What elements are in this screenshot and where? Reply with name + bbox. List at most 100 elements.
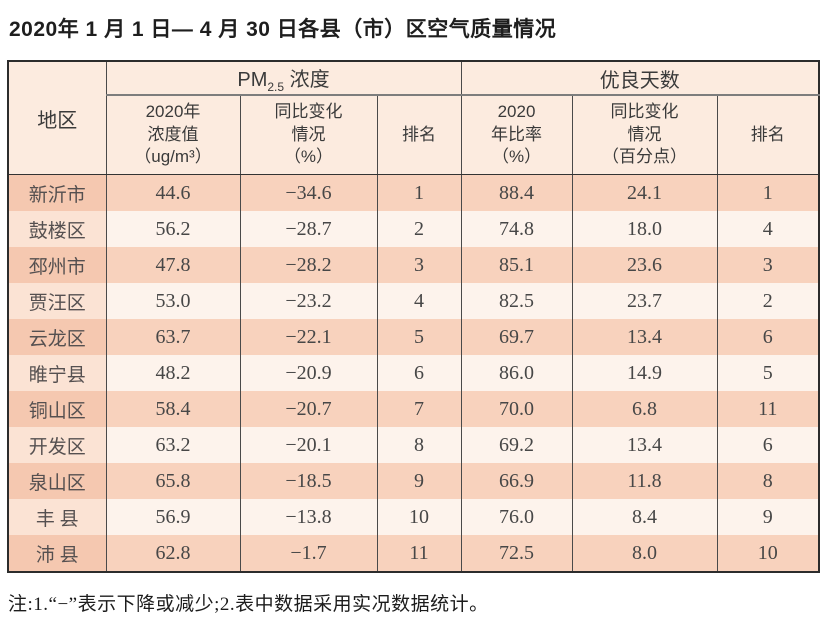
region-cell: 沛 县	[7, 535, 107, 572]
col-header-region: 地区	[7, 61, 107, 175]
col-header-good-rate: 2020 年比率 （%）	[460, 95, 573, 175]
header-sub-row: 2020年 浓度值 （ug/m³） 同比变化 情况 （%） 排名 2020 年比…	[8, 95, 820, 175]
pm25-change-cell: −20.9	[239, 355, 378, 391]
table-row: 云龙区 63.7 −22.1 5 69.7 13.4 6	[7, 319, 820, 355]
footnote: 注:1.“−”表示下降或减少;2.表中数据采用实况数据统计。	[8, 594, 489, 615]
pm25-change-cell: −20.7	[239, 391, 378, 427]
pm25-rank-cell: 4	[376, 283, 462, 319]
pm25-value-cell: 58.4	[105, 391, 241, 427]
pm25-rank-cell: 8	[376, 427, 462, 463]
air-quality-table: 地区 PM2.5 浓度 优良天数 2020年 浓度值 （ug/m³） 同比变化 …	[7, 60, 821, 573]
pm25-value-cell: 56.2	[105, 211, 241, 247]
good-rank-cell: 6	[716, 427, 820, 463]
region-cell: 新沂市	[7, 174, 107, 211]
table-row: 丰 县 56.9 −13.8 10 76.0 8.4 9	[7, 499, 820, 535]
table-row: 鼓楼区 56.2 −28.7 2 74.8 18.0 4	[7, 211, 820, 247]
pm25-rank-cell: 2	[376, 211, 462, 247]
region-cell: 云龙区	[7, 319, 107, 355]
region-cell: 铜山区	[7, 391, 107, 427]
pm25-change-cell: −22.1	[239, 319, 378, 355]
region-cell: 邳州市	[7, 247, 107, 283]
good-change-cell: 18.0	[571, 211, 718, 247]
col-header-good-change: 同比变化 情况 （百分点）	[571, 95, 718, 175]
good-rank-cell: 11	[716, 391, 820, 427]
pm25-rank-cell: 5	[376, 319, 462, 355]
pm25-change-cell: −18.5	[239, 463, 378, 499]
pm25-value-cell: 65.8	[105, 463, 241, 499]
table-row: 沛 县 62.8 −1.7 11 72.5 8.0 10	[7, 535, 820, 572]
good-change-cell: 6.8	[571, 391, 718, 427]
table-row: 贾汪区 53.0 −23.2 4 82.5 23.7 2	[7, 283, 820, 319]
good-change-cell: 23.6	[571, 247, 718, 283]
col-group-pm25: PM2.5 浓度	[105, 61, 462, 96]
col-header-good-rank: 排名	[716, 95, 820, 175]
pm25-change-cell: −23.2	[239, 283, 378, 319]
pm25-value-cell: 56.9	[105, 499, 241, 535]
col-header-pm25-rank: 排名	[376, 95, 462, 175]
good-rank-cell: 2	[716, 283, 820, 319]
pm25-value-cell: 47.8	[105, 247, 241, 283]
pm25-value-cell: 63.2	[105, 427, 241, 463]
pm25-change-cell: −28.7	[239, 211, 378, 247]
pm25-change-cell: −34.6	[239, 174, 378, 211]
pm25-rank-cell: 11	[376, 535, 462, 572]
pm25-change-cell: −13.8	[239, 499, 378, 535]
good-change-cell: 8.4	[571, 499, 718, 535]
pm25-value-cell: 48.2	[105, 355, 241, 391]
pm25-change-cell: −20.1	[239, 427, 378, 463]
pm25-rank-cell: 9	[376, 463, 462, 499]
pm25-group-suffix: 浓度	[284, 68, 330, 91]
table-row: 睢宁县 48.2 −20.9 6 86.0 14.9 5	[7, 355, 820, 391]
region-cell: 睢宁县	[7, 355, 107, 391]
good-change-cell: 24.1	[571, 174, 718, 211]
good-change-cell: 13.4	[571, 319, 718, 355]
good-change-cell: 23.7	[571, 283, 718, 319]
good-change-cell: 14.9	[571, 355, 718, 391]
good-rank-cell: 9	[716, 499, 820, 535]
table-row: 泉山区 65.8 −18.5 9 66.9 11.8 8	[7, 463, 820, 499]
table-header: 地区 PM2.5 浓度 优良天数 2020年 浓度值 （ug/m³） 同比变化 …	[7, 61, 820, 175]
good-rate-cell: 69.7	[460, 319, 573, 355]
good-rate-cell: 76.0	[460, 499, 573, 535]
good-rank-cell: 1	[716, 174, 820, 211]
good-rank-cell: 5	[716, 355, 820, 391]
pm25-rank-cell: 10	[376, 499, 462, 535]
good-rate-cell: 72.5	[460, 535, 573, 572]
good-rate-cell: 88.4	[460, 174, 573, 211]
pm25-value-cell: 63.7	[105, 319, 241, 355]
table-row: 新沂市 44.6 −34.6 1 88.4 24.1 1	[7, 174, 820, 211]
pm25-rank-cell: 7	[376, 391, 462, 427]
region-cell: 贾汪区	[7, 283, 107, 319]
good-rank-cell: 8	[716, 463, 820, 499]
region-cell: 鼓楼区	[7, 211, 107, 247]
good-rate-cell: 82.5	[460, 283, 573, 319]
good-rate-cell: 66.9	[460, 463, 573, 499]
table-body: 新沂市 44.6 −34.6 1 88.4 24.1 1 鼓楼区 56.2 −2…	[7, 174, 820, 572]
good-rate-cell: 85.1	[460, 247, 573, 283]
page-title: 2020年 1 月 1 日— 4 月 30 日各县（市）区空气质量情况	[9, 18, 557, 41]
pm25-rank-cell: 6	[376, 355, 462, 391]
good-rank-cell: 3	[716, 247, 820, 283]
table-row: 开发区 63.2 −20.1 8 69.2 13.4 6	[7, 427, 820, 463]
pm25-value-cell: 62.8	[105, 535, 241, 572]
pm25-group-prefix: PM	[237, 68, 268, 91]
good-change-cell: 13.4	[571, 427, 718, 463]
pm25-rank-cell: 3	[376, 247, 462, 283]
col-group-good-days: 优良天数	[460, 61, 820, 96]
region-cell: 丰 县	[7, 499, 107, 535]
pm25-change-cell: −1.7	[239, 535, 378, 572]
good-rate-cell: 74.8	[460, 211, 573, 247]
good-rank-cell: 10	[716, 535, 820, 572]
good-rate-cell: 70.0	[460, 391, 573, 427]
table-row: 铜山区 58.4 −20.7 7 70.0 6.8 11	[7, 391, 820, 427]
good-rank-cell: 6	[716, 319, 820, 355]
pm25-value-cell: 44.6	[105, 174, 241, 211]
region-cell: 开发区	[7, 427, 107, 463]
table-row: 邳州市 47.8 −28.2 3 85.1 23.6 3	[7, 247, 820, 283]
col-header-pm25-value: 2020年 浓度值 （ug/m³）	[105, 95, 241, 175]
region-cell: 泉山区	[7, 463, 107, 499]
good-change-cell: 8.0	[571, 535, 718, 572]
header-group-row: 地区 PM2.5 浓度 优良天数	[7, 61, 820, 175]
good-change-cell: 11.8	[571, 463, 718, 499]
